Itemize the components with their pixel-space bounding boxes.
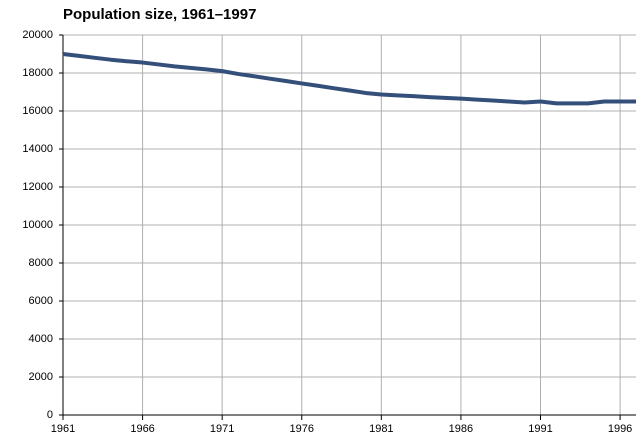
y-tick-label: 4000 (29, 333, 53, 345)
x-tick-label: 1981 (369, 423, 393, 435)
x-tick-label: 1961 (51, 423, 75, 435)
line-series (62, 52, 636, 106)
y-tick-label: 12000 (22, 181, 53, 193)
y-tick-label: 16000 (22, 105, 53, 117)
y-tick-label: 14000 (22, 143, 53, 155)
y-tick-label: 20000 (22, 29, 53, 41)
x-tick-label: 1991 (528, 423, 552, 435)
y-tick-label: 10000 (22, 219, 53, 231)
y-tick-label: 8000 (29, 257, 53, 269)
y-tick-label: 0 (47, 409, 53, 421)
x-tick-label: 1996 (608, 423, 632, 435)
x-tick-label: 1971 (210, 423, 234, 435)
y-tick-label: 6000 (29, 295, 53, 307)
y-tick-label: 18000 (22, 67, 53, 79)
x-tick-label: 1986 (449, 423, 473, 435)
x-tick-label: 1966 (130, 423, 154, 435)
chart-title: Population size, 1961–1997 (63, 6, 256, 23)
y-tick-label: 2000 (29, 371, 53, 383)
x-tick-label: 1976 (290, 423, 314, 435)
